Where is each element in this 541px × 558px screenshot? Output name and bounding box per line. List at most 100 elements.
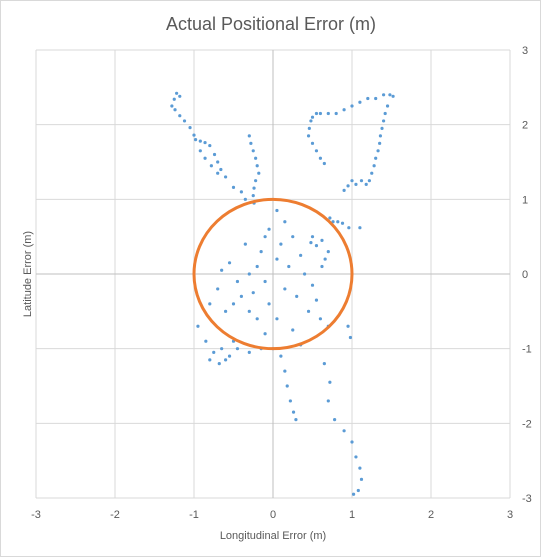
scatter-point: [212, 152, 217, 157]
scatter-point: [279, 242, 283, 246]
scatter-point: [314, 111, 319, 116]
scatter-point: [263, 235, 267, 239]
scatter-point: [173, 108, 177, 112]
scatter-point: [208, 358, 212, 362]
scatter-point: [358, 100, 362, 104]
scatter-point: [366, 96, 370, 101]
error-circle-line: [192, 197, 354, 351]
scatter-point: [247, 309, 251, 313]
scatter-point: [275, 317, 279, 321]
scatter-point: [267, 227, 271, 231]
scatter-point: [251, 291, 255, 295]
scatter-point: [252, 186, 256, 190]
scatter-point: [263, 279, 267, 284]
y-tick-label: 2: [522, 120, 528, 132]
scatter-point: [247, 272, 251, 276]
scatter-point: [382, 93, 386, 97]
scatter-point: [346, 324, 350, 328]
x-tick-label: 2: [428, 509, 434, 521]
scatter-point: [318, 317, 322, 321]
y-tick-label: -2: [522, 418, 532, 430]
scatter-point: [374, 156, 378, 160]
scatter-point: [263, 332, 267, 336]
scatter-point: [203, 140, 207, 145]
scatter-point: [196, 324, 200, 328]
axes: [36, 50, 510, 498]
scatter-point: [235, 279, 240, 284]
scatter-point: [220, 347, 224, 351]
scatter-point: [322, 362, 326, 366]
scatter-point: [257, 171, 261, 175]
scatter-point: [367, 179, 371, 183]
scatter-point: [310, 115, 315, 119]
scatter-point: [243, 242, 247, 246]
scatter-point: [231, 302, 236, 306]
scatter-point: [203, 156, 207, 160]
scatter-point: [348, 335, 353, 340]
scatter-point: [326, 111, 330, 116]
scatter-point: [294, 418, 298, 422]
scatter-point: [382, 119, 386, 123]
scatter-point: [346, 184, 350, 188]
scatter-point: [287, 264, 291, 269]
scatter-point: [334, 111, 338, 116]
scatter-point: [224, 175, 228, 179]
scatter-point: [299, 253, 303, 257]
scatter-point: [172, 97, 176, 101]
scatter-point: [372, 164, 376, 168]
scatter-point: [182, 119, 187, 123]
tick-labels: -3 -2 -1 0 1 2 3 3 2 1 0 -1 -2 -3: [31, 45, 532, 521]
scatter-point: [291, 235, 295, 239]
scatter-point: [320, 264, 324, 269]
scatter-point: [370, 171, 374, 175]
scatter-point: [358, 466, 362, 470]
scatter-point: [227, 354, 232, 358]
y-tick-label: 1: [522, 194, 528, 206]
scatter-point: [235, 347, 240, 351]
y-axis-title: Latitude Error (m): [22, 231, 34, 317]
scatter-point: [209, 164, 213, 168]
scatter-point: [208, 302, 212, 306]
scatter-point: [227, 261, 232, 265]
scatter-point: [231, 185, 236, 189]
scatter-point: [309, 119, 313, 123]
scatter-point: [279, 354, 283, 358]
scatter-point: [295, 294, 299, 298]
y-tick-label: 3: [522, 45, 528, 57]
scatter-point: [354, 455, 358, 459]
scatter-point: [254, 179, 258, 183]
scatter-point: [318, 156, 322, 160]
scatter-point: [350, 440, 354, 444]
scatter-point: [350, 104, 354, 108]
x-tick-label: 0: [270, 509, 276, 521]
chart-title: Actual Positional Error (m): [166, 14, 376, 34]
scatter-point: [208, 143, 212, 148]
scatter-point: [267, 302, 271, 306]
scatter-point: [340, 221, 345, 225]
scatter-point: [320, 238, 324, 242]
scatter-point: [255, 264, 259, 269]
scatter-point: [255, 317, 259, 321]
scatter-point: [204, 339, 208, 343]
scatter-point: [342, 188, 346, 192]
scatter-point: [288, 399, 292, 403]
plot-area: [170, 91, 395, 496]
x-tick-label: 3: [507, 509, 513, 521]
y-tick-label: -1: [522, 344, 532, 356]
scatter-point: [239, 294, 243, 298]
scatter-point: [219, 167, 223, 172]
scatter-point: [243, 197, 247, 201]
scatter-point: [251, 194, 255, 198]
scatter-point: [364, 182, 368, 186]
scatter-point: [354, 182, 358, 186]
scatter-point: [326, 399, 330, 403]
scatter-point: [378, 141, 382, 145]
scatter-point: [224, 358, 228, 362]
scatter-point: [310, 235, 315, 239]
scatter-point: [333, 418, 337, 422]
scatter-point: [251, 149, 255, 153]
scatter-point: [307, 126, 311, 130]
scatter-point: [303, 272, 307, 276]
scatter-point: [178, 94, 182, 98]
